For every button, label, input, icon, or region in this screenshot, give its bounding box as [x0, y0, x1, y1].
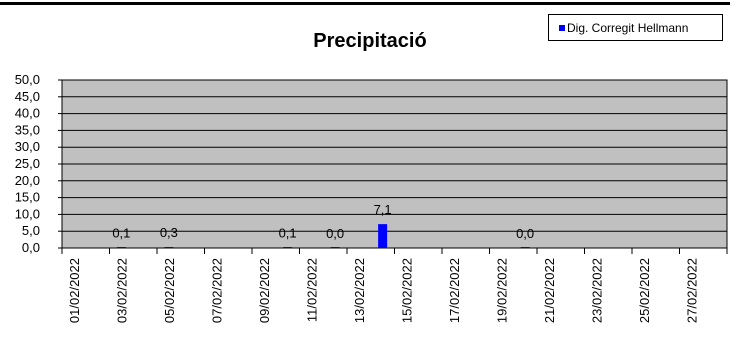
- bar: [116, 247, 126, 248]
- y-tick-label: 50,0: [15, 72, 40, 87]
- legend-swatch: [559, 24, 565, 31]
- legend-label: Dig. Corregit Hellmann: [567, 20, 689, 35]
- y-tick-label: 40,0: [15, 106, 40, 121]
- data-label: 0,0: [326, 226, 344, 241]
- chart-title: Precipitació: [313, 30, 427, 52]
- y-tick-label: 0,0: [22, 240, 40, 255]
- x-tick-label: 21/02/2022: [542, 258, 557, 323]
- x-tick-label: 11/02/2022: [304, 258, 319, 322]
- x-tick-label: 25/02/2022: [637, 258, 652, 323]
- data-label: 7,1: [374, 202, 392, 217]
- data-label: 0,1: [279, 226, 297, 241]
- y-tick-label: 15,0: [15, 190, 40, 205]
- data-label: 0,1: [112, 226, 130, 241]
- bar: [520, 247, 530, 248]
- bar: [283, 247, 293, 248]
- bar: [164, 246, 174, 248]
- y-tick-label: 35,0: [15, 122, 40, 137]
- x-tick-label: 09/02/2022: [257, 258, 272, 323]
- x-tick-label: 07/02/2022: [209, 258, 224, 323]
- y-tick-label: 20,0: [15, 173, 40, 188]
- legend: Dig. Corregit Hellmann: [548, 14, 723, 41]
- x-tick-label: 23/02/2022: [589, 258, 604, 323]
- top-rule: [0, 2, 730, 5]
- y-tick-label: 25,0: [15, 156, 40, 171]
- data-label: 0,3: [160, 225, 178, 240]
- x-tick-label: 05/02/2022: [162, 258, 177, 323]
- y-tick-label: 30,0: [15, 139, 40, 154]
- bar: [330, 247, 340, 248]
- x-tick-label: 19/02/2022: [494, 258, 509, 323]
- data-label: 0,0: [516, 226, 534, 241]
- y-tick-label: 5,0: [22, 223, 40, 238]
- x-tick-label: 01/02/2022: [67, 258, 82, 323]
- x-tick-label: 27/02/2022: [684, 258, 699, 323]
- bar: [378, 224, 388, 248]
- x-tick-label: 17/02/2022: [447, 258, 462, 323]
- x-tick-label: 13/02/2022: [352, 258, 367, 323]
- y-tick-label: 45,0: [15, 89, 40, 104]
- y-tick-label: 10,0: [15, 206, 40, 221]
- x-tick-label: 03/02/2022: [114, 258, 129, 323]
- x-tick-label: 15/02/2022: [399, 258, 414, 323]
